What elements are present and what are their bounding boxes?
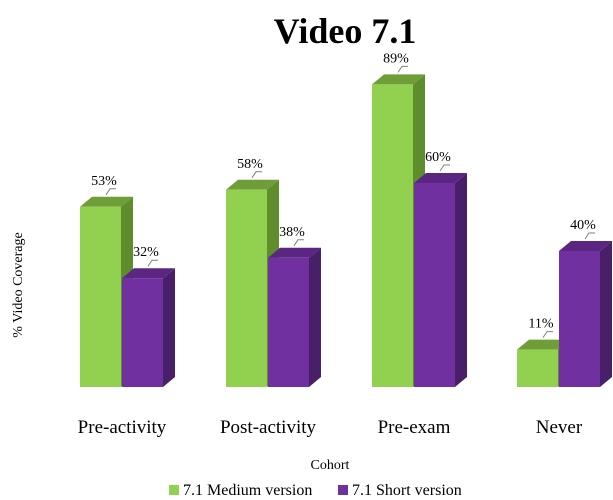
legend: 7.1 Medium version 7.1 Short version bbox=[169, 482, 462, 499]
bar-medium-0 bbox=[80, 206, 121, 387]
category-labels: Pre-activity Post-activity Pre-exam Never bbox=[78, 417, 583, 438]
bar-short-0 bbox=[122, 278, 163, 387]
bar-top-medium-1 bbox=[226, 179, 279, 190]
legend-swatch-medium bbox=[169, 485, 179, 495]
data-label-medium-1: 58% bbox=[237, 157, 263, 172]
bar-short-1 bbox=[268, 257, 309, 387]
data-label-short-0: 32% bbox=[133, 245, 159, 260]
bar-medium-2 bbox=[372, 84, 413, 388]
leader-line-medium-2 bbox=[397, 65, 408, 73]
bar-short-3 bbox=[559, 251, 600, 387]
data-label-short-2: 60% bbox=[425, 150, 451, 165]
bar-top-short-0 bbox=[122, 268, 175, 279]
leader-line-short-3 bbox=[584, 232, 595, 240]
bar-medium-1 bbox=[226, 189, 267, 387]
data-label-short-1: 38% bbox=[279, 225, 305, 240]
legend-swatch-short bbox=[338, 485, 348, 495]
data-label-short-3: 40% bbox=[570, 218, 596, 233]
bar-top-medium-0 bbox=[80, 196, 133, 207]
category-label-0: Pre-activity bbox=[78, 417, 167, 438]
bar-top-medium-3 bbox=[517, 339, 570, 350]
leader-line-medium-0 bbox=[105, 188, 116, 196]
bar-top-short-1 bbox=[268, 247, 321, 258]
leader-line-medium-3 bbox=[542, 331, 553, 338]
chart-title: Video 7.1 bbox=[274, 11, 417, 51]
x-axis-label: Cohort bbox=[311, 458, 350, 473]
category-label-2: Pre-exam bbox=[378, 417, 451, 438]
bar-side-short-2 bbox=[455, 173, 467, 387]
bar-side-short-0 bbox=[163, 268, 175, 387]
data-label-medium-3: 11% bbox=[528, 317, 553, 332]
y-axis-label: % Video Coverage bbox=[11, 232, 26, 337]
bar-medium-3 bbox=[517, 349, 558, 387]
bar-top-short-3 bbox=[559, 241, 612, 251]
bar-short-2 bbox=[414, 183, 455, 387]
leader-line-short-1 bbox=[293, 239, 304, 247]
bar-side-short-1 bbox=[309, 247, 321, 387]
legend-label-short: 7.1 Short version bbox=[352, 482, 462, 499]
leader-line-short-2 bbox=[439, 164, 450, 172]
category-label-3: Never bbox=[536, 417, 583, 438]
data-label-medium-0: 53% bbox=[91, 174, 117, 189]
category-label-1: Post-activity bbox=[220, 417, 317, 438]
data-label-medium-2: 89% bbox=[383, 51, 409, 66]
legend-label-medium: 7.1 Medium version bbox=[183, 482, 312, 499]
leader-line-short-0 bbox=[147, 259, 158, 267]
bar-top-medium-2 bbox=[372, 74, 425, 85]
leader-line-medium-1 bbox=[251, 171, 262, 179]
bar-side-short-3 bbox=[600, 241, 612, 387]
bars-group: 53% 32% 58% 38% 89% 60% 11% 40% bbox=[80, 51, 612, 388]
bar-top-short-2 bbox=[414, 173, 467, 183]
